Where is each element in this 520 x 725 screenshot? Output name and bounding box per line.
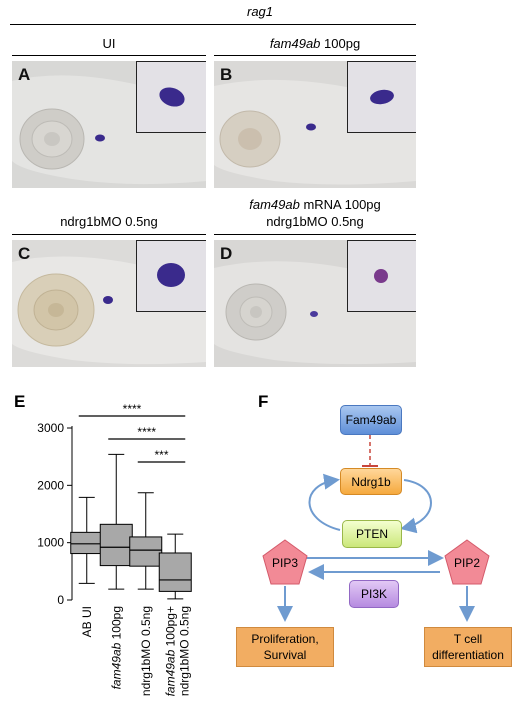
panel-a-inset <box>136 61 206 133</box>
x-tick-label: AB UI <box>80 606 94 637</box>
figure-title: rag1 <box>246 4 274 19</box>
title-rule <box>10 24 416 25</box>
significance-label: **** <box>123 402 142 416</box>
stain-blob-c <box>157 263 185 287</box>
panel-d-label: D <box>220 244 233 263</box>
micrograph-a: A <box>12 61 206 188</box>
y-tick-label: 3000 <box>37 421 64 435</box>
box-iqr <box>158 552 192 592</box>
box-iqr <box>129 536 163 567</box>
panel-e-label: E <box>14 392 26 411</box>
x-tick-label: fam49ab 100pg+ ndrg1bMO 0.5ng <box>163 606 191 696</box>
panel-d-rule <box>214 234 416 235</box>
out-left-line2: Survival <box>263 648 307 662</box>
panel-c-rule <box>12 234 206 235</box>
box-iqr <box>99 523 133 567</box>
micrograph-c: C <box>12 240 206 367</box>
pip3-label: PIP3 <box>271 556 298 570</box>
x-tick-label-text: fam49ab 100pg <box>109 606 123 689</box>
panel-b-rule <box>214 55 416 56</box>
panel-c-header: ndrg1bMO 0.5ng <box>60 214 158 229</box>
panel-a-label: A <box>18 65 31 84</box>
panel-d-header-line1: fam49ab mRNA 100pg <box>214 196 416 213</box>
y-tick-label: 0 <box>57 593 64 607</box>
x-tick-label-text: ndrg1bMO 0.5ng <box>139 606 153 696</box>
x-tick-label: fam49ab 100pg <box>109 606 123 689</box>
out-right-line1: T cell <box>453 632 483 646</box>
x-tick-label-text: AB UI <box>80 606 94 637</box>
cycle-arrow-right <box>400 479 432 534</box>
panel-b-header-dose: 100pg <box>320 36 361 51</box>
panel-a-rule <box>12 55 206 56</box>
ndrg1b-node: Ndrg1b <box>340 468 402 495</box>
panel-d-header-dose: mRNA 100pg <box>299 197 381 212</box>
pip3-shape <box>262 539 308 585</box>
cycle-arrow-left <box>308 473 341 531</box>
y-tick-label: 2000 <box>37 478 64 492</box>
significance-label: *** <box>154 448 168 462</box>
fam49ab-node: Fam49ab <box>340 405 402 435</box>
t-cell-differentiation-node: T cell differentiation <box>424 627 512 667</box>
panel-d-header-line2: ndrg1bMO 0.5ng <box>266 214 364 229</box>
panel-a-header: UI <box>102 36 116 51</box>
out-right-line2: differentiation <box>432 648 504 662</box>
y-tick-label: 1000 <box>37 536 64 550</box>
proliferation-survival-node: Proliferation, Survival <box>236 627 334 667</box>
panel-d-header-gene: fam49ab <box>249 197 300 212</box>
panel-d-inset <box>347 240 416 312</box>
stain-blob-d <box>374 269 388 283</box>
panel-d-header: fam49ab mRNA 100pg ndrg1bMO 0.5ng <box>214 196 416 230</box>
x-tick-label-text-line2: ndrg1bMO 0.5ng <box>177 606 191 696</box>
panel-f-label: F <box>258 392 269 411</box>
pip2-shape <box>444 539 490 585</box>
panel-b-header-gene: fam49ab <box>269 36 321 51</box>
panel-c-label: C <box>18 244 31 263</box>
x-tick-label-text: fam49ab 100pg+ <box>163 606 177 696</box>
micrograph-d: D <box>214 240 416 367</box>
panel-b-header: fam49ab 100pg <box>214 36 416 51</box>
micrograph-b: B <box>214 61 416 188</box>
panel-b-inset <box>347 61 416 133</box>
panel-c-inset <box>136 240 206 312</box>
significance-label: **** <box>137 425 156 439</box>
panel-b-label: B <box>220 65 233 84</box>
pten-node: PTEN <box>342 520 402 548</box>
pi3k-node: PI3K <box>349 580 399 608</box>
out-left-line1: Proliferation, <box>251 632 319 646</box>
x-tick-label: ndrg1bMO 0.5ng <box>139 606 153 696</box>
pip2-label: PIP2 <box>453 556 480 570</box>
